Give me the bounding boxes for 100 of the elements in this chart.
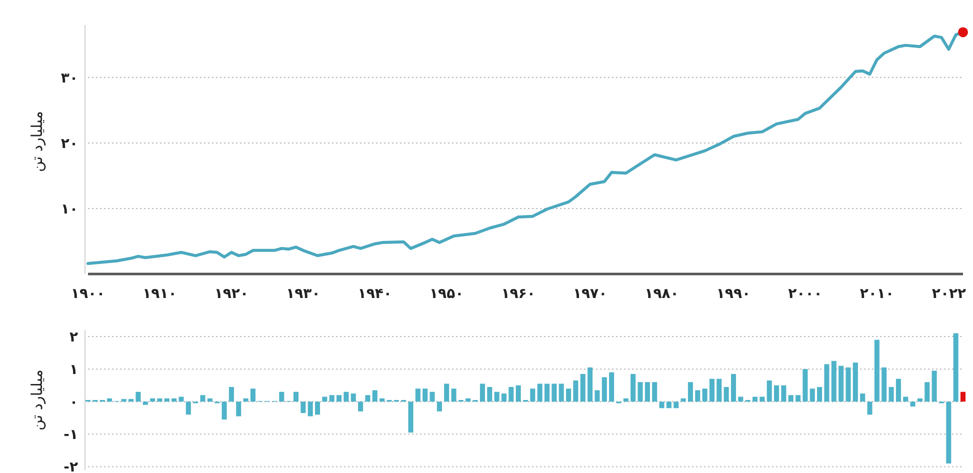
bar <box>408 402 414 433</box>
bar <box>781 385 786 402</box>
bar <box>594 390 600 402</box>
bar <box>573 380 578 402</box>
bar <box>516 385 521 402</box>
bar <box>760 396 765 402</box>
bar <box>846 367 851 402</box>
x-tick-label: ۱۹۰۰ <box>70 286 106 302</box>
bar <box>588 367 593 402</box>
bar <box>796 395 801 402</box>
bar <box>630 374 636 402</box>
bar <box>917 398 922 402</box>
bar <box>480 384 485 402</box>
bar <box>860 393 866 402</box>
bar <box>415 388 420 402</box>
bar <box>652 382 658 402</box>
bar <box>380 398 385 402</box>
bar <box>451 388 456 402</box>
bar <box>537 384 542 402</box>
bar <box>788 395 794 402</box>
bar <box>953 333 958 402</box>
bar <box>730 374 736 402</box>
x-tick-label: ۱۹۳۰ <box>286 286 320 302</box>
bar <box>501 393 506 402</box>
bar <box>530 388 536 402</box>
bar <box>752 396 758 402</box>
bar <box>702 388 708 402</box>
bar <box>172 398 177 402</box>
bar <box>644 382 650 402</box>
x-tick-label: ۲۰۱۰ <box>860 286 894 302</box>
bar <box>824 364 830 402</box>
bar <box>228 386 234 402</box>
bar <box>430 392 435 402</box>
bar <box>315 402 320 415</box>
y-tick-label: -۱ <box>64 427 78 444</box>
bar <box>279 392 284 402</box>
bar <box>838 366 844 402</box>
bar <box>200 395 206 402</box>
y-axis-title: میلیارد تن <box>28 370 46 430</box>
x-tick-label: ۱۹۸۰ <box>644 286 679 302</box>
bar <box>831 360 836 402</box>
bar <box>358 402 364 412</box>
bar <box>688 382 693 402</box>
bar <box>738 396 744 402</box>
y-axis-title: میلیارد تن <box>28 111 46 172</box>
bar <box>308 402 313 416</box>
bar <box>336 395 342 402</box>
x-tick-label: ۱۹۹۰ <box>716 286 751 302</box>
x-tick-label: ۱۹۵۰ <box>430 286 464 302</box>
bar <box>178 396 184 402</box>
y-tick-label: ۱۰ <box>60 201 78 218</box>
x-tick-label: ۱۹۷۰ <box>572 286 608 302</box>
bar <box>724 386 729 402</box>
bar <box>236 402 242 416</box>
y-tick-label: -۲ <box>64 460 78 473</box>
bar <box>896 378 901 402</box>
bar <box>487 386 492 402</box>
bar <box>466 398 471 402</box>
bar <box>609 372 614 402</box>
bar <box>293 392 298 402</box>
bar <box>365 395 370 402</box>
bar <box>888 386 894 402</box>
bar <box>774 385 780 402</box>
bar <box>422 388 428 402</box>
bar <box>623 398 628 402</box>
bar <box>508 386 514 402</box>
bar <box>121 399 126 402</box>
bar <box>924 382 930 402</box>
x-tick-label: ۱۹۲۰ <box>214 286 249 302</box>
bar <box>250 388 256 402</box>
bar <box>157 398 162 402</box>
bar <box>932 370 937 402</box>
bar <box>602 377 607 402</box>
bar <box>350 393 356 402</box>
bar <box>142 402 148 405</box>
bar <box>638 382 643 402</box>
bar <box>128 399 134 402</box>
bar <box>322 396 328 402</box>
bar <box>372 390 378 402</box>
bar <box>680 398 686 402</box>
bar <box>867 402 872 415</box>
y-tick-label: ۳۰ <box>60 70 78 86</box>
bar <box>910 402 916 407</box>
bar <box>716 378 722 402</box>
bar <box>766 380 772 402</box>
x-tick-label: ۱۹۴۰ <box>358 286 392 302</box>
bar <box>882 367 887 402</box>
bar <box>164 398 170 402</box>
bar <box>444 384 450 402</box>
bar <box>150 398 156 402</box>
bar <box>802 369 808 402</box>
bar <box>817 386 822 402</box>
bar <box>107 398 112 402</box>
bar <box>243 398 248 402</box>
bar <box>874 340 880 402</box>
y-tick-label: ۰ <box>69 394 78 411</box>
bar <box>494 392 500 402</box>
x-tick-label: ۲۰۰۰ <box>788 286 822 302</box>
x-tick-label: ۲۰۲۲ <box>932 286 967 302</box>
bar <box>709 378 714 402</box>
